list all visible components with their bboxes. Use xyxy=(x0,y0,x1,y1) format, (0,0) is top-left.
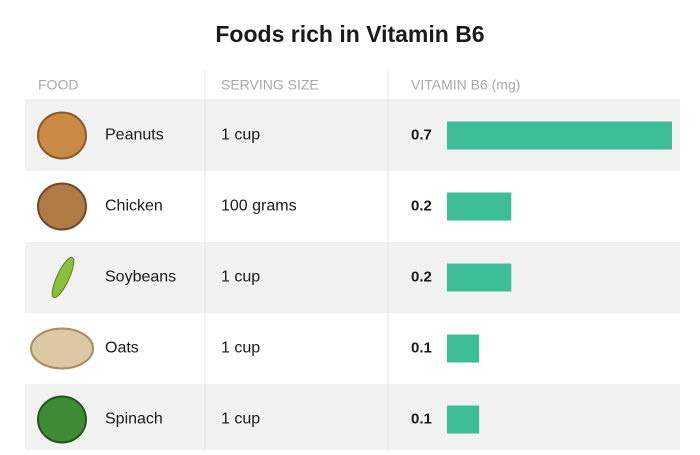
food-icon xyxy=(51,256,75,299)
food-name: Chicken xyxy=(105,198,163,215)
bar xyxy=(447,405,480,434)
column-header: SERVING SIZE xyxy=(221,77,319,93)
serving-size: 1 cup xyxy=(221,269,260,286)
food-name: Spinach xyxy=(105,411,163,428)
serving-size: 1 cup xyxy=(221,340,260,357)
serving-size: 100 grams xyxy=(221,198,297,215)
column-header: FOOD xyxy=(38,77,78,93)
value-label: 0.2 xyxy=(411,197,432,214)
serving-size: 1 cup xyxy=(221,411,260,428)
value-label: 0.7 xyxy=(411,126,432,143)
row-background xyxy=(25,384,680,455)
food-icon xyxy=(37,111,87,160)
value-label: 0.1 xyxy=(411,339,432,356)
bar xyxy=(447,334,480,363)
food-name: Oats xyxy=(105,340,139,357)
food-icon xyxy=(37,395,87,444)
value-label: 0.1 xyxy=(411,410,432,427)
food-name: Soybeans xyxy=(105,269,176,286)
bar xyxy=(447,263,512,292)
column-header: VITAMIN B6 (mg) xyxy=(411,77,520,93)
food-icon xyxy=(37,182,87,231)
row-background xyxy=(25,242,680,313)
food-name: Peanuts xyxy=(105,127,164,144)
bar xyxy=(447,121,672,150)
food-icon xyxy=(30,327,94,370)
chart-title: Foods rich in Vitamin B6 xyxy=(215,21,484,47)
value-label: 0.2 xyxy=(411,268,432,285)
serving-size: 1 cup xyxy=(221,127,260,144)
bar xyxy=(447,192,512,221)
